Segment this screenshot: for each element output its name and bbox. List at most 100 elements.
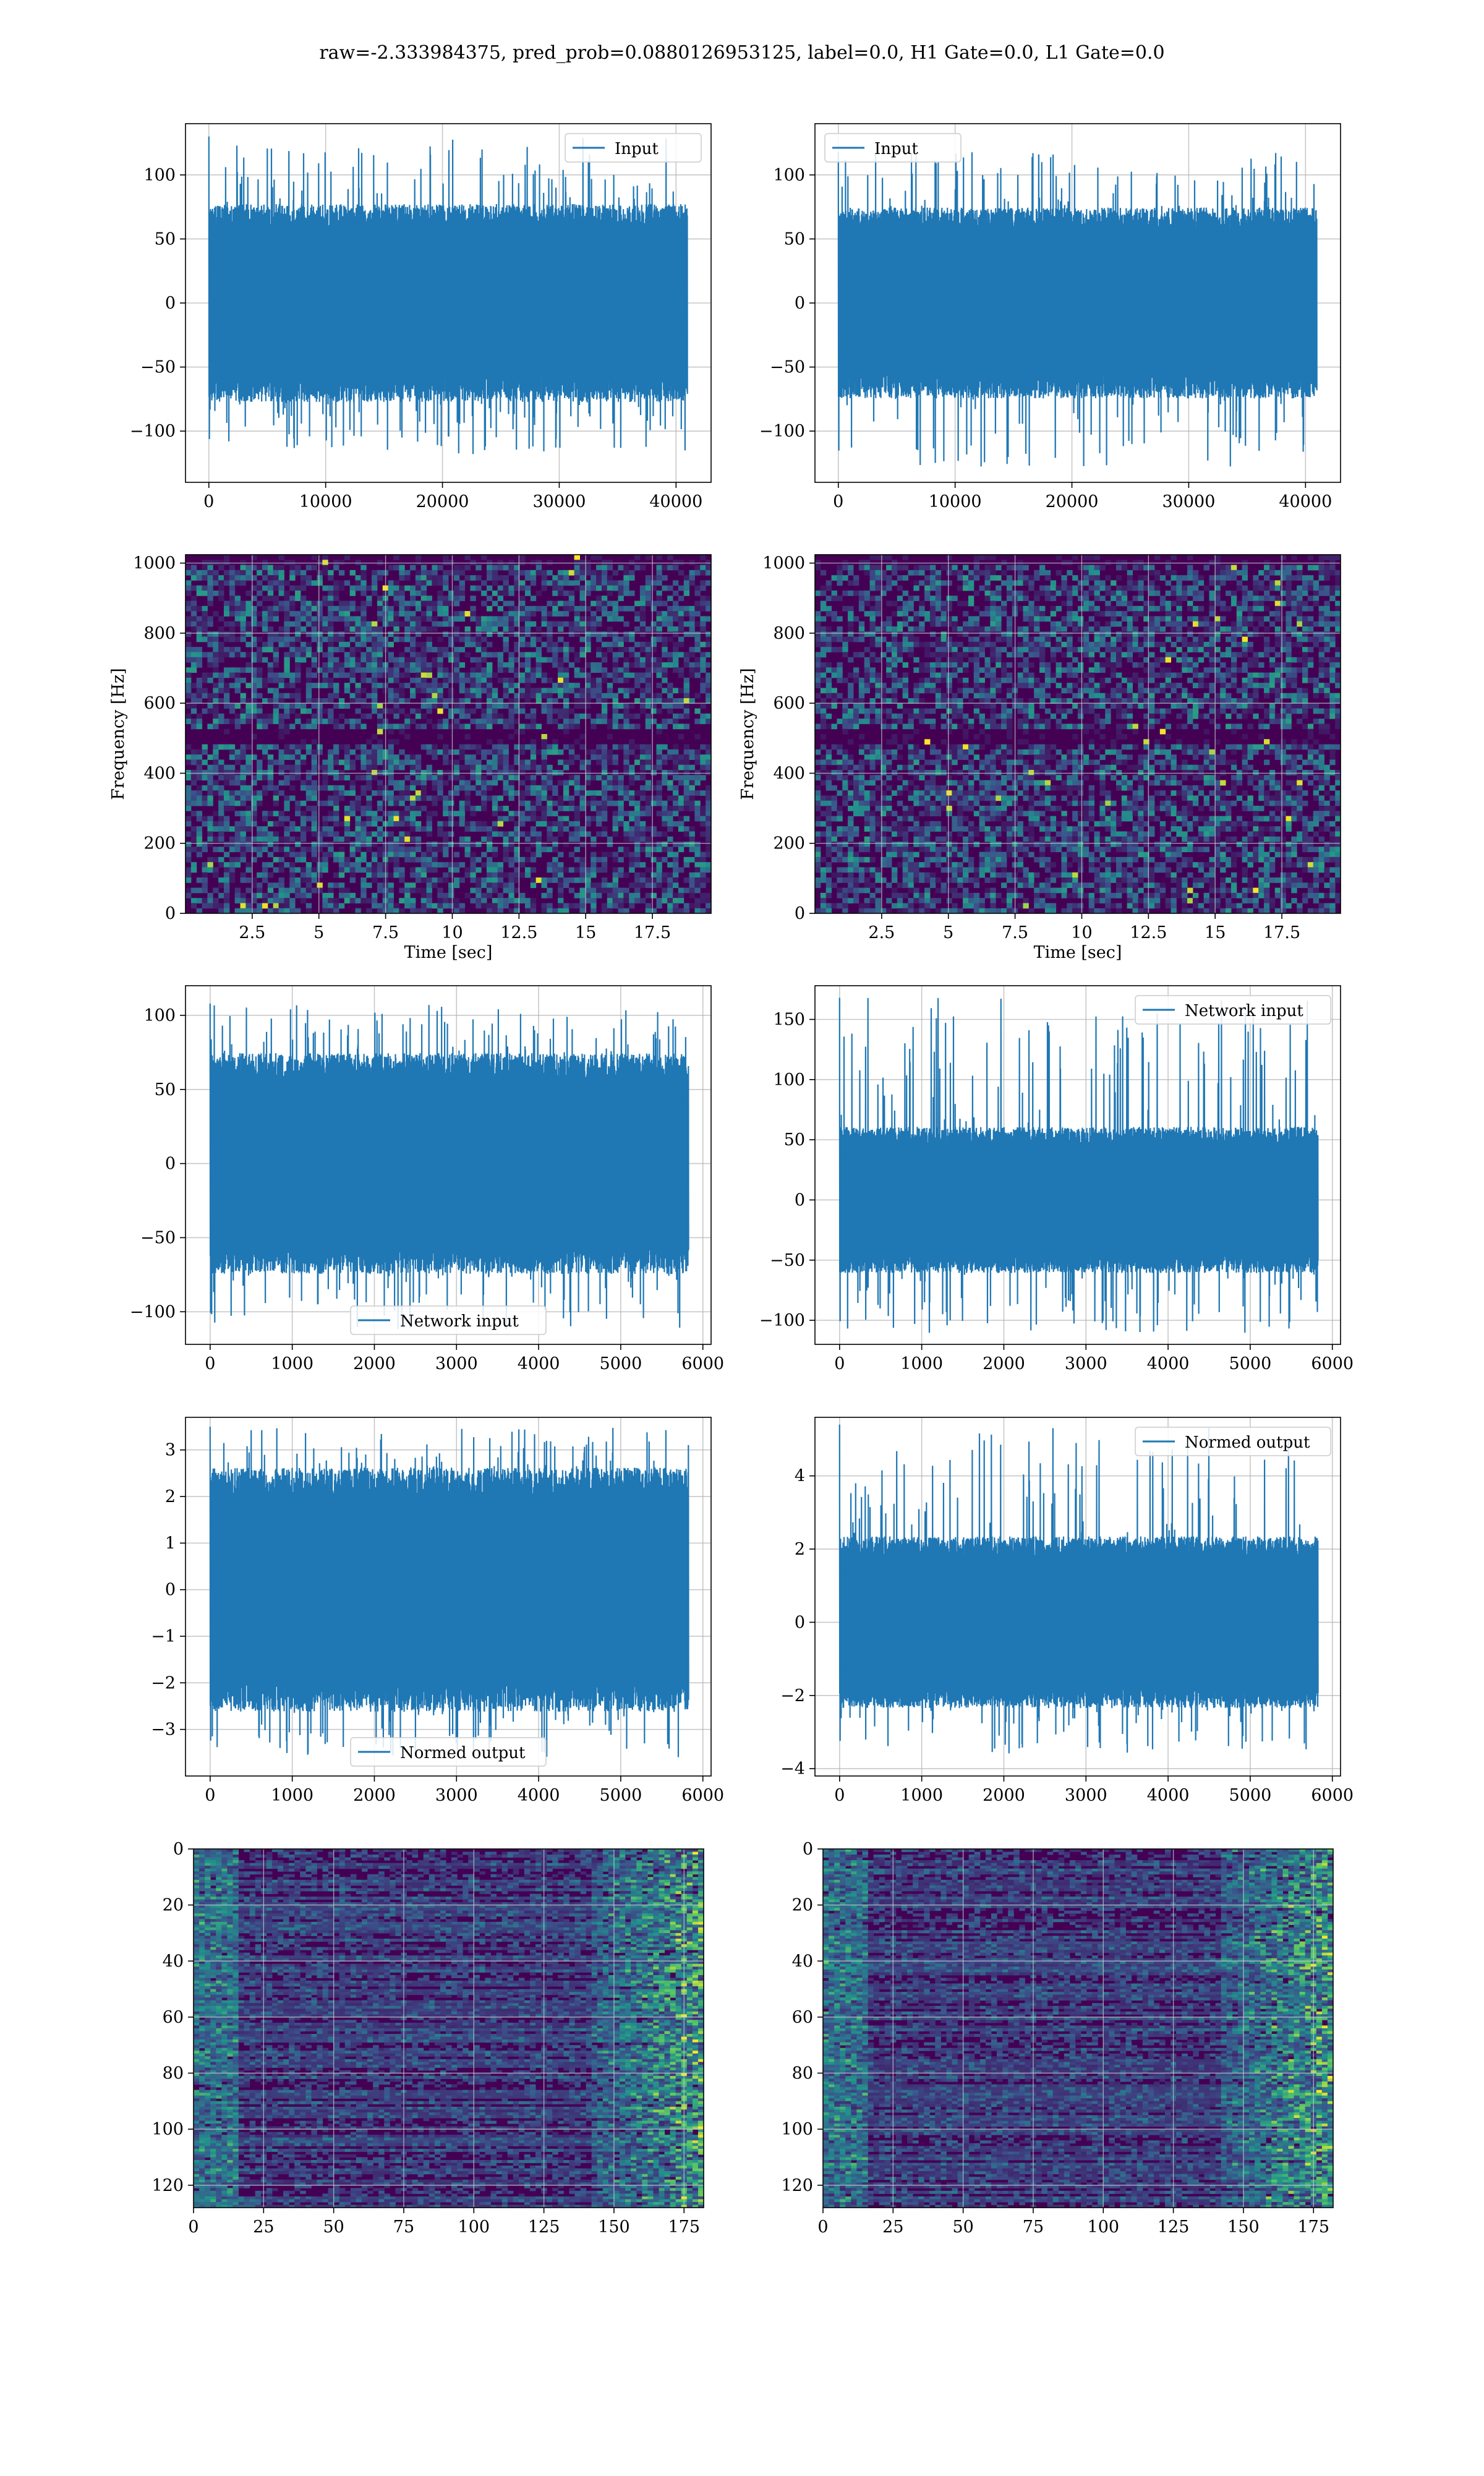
heatmap-cell: [355, 801, 360, 806]
heatmap-cell: [448, 842, 454, 847]
heatmap-cell: [864, 801, 870, 806]
heatmap-cell: [864, 749, 870, 755]
heatmap-cell: [853, 831, 859, 837]
heatmap-cell: [602, 714, 607, 719]
heatmap-cell: [322, 908, 328, 914]
heatmap-cell: [393, 678, 399, 683]
heatmap-cell: [273, 678, 279, 683]
heatmap-cell: [481, 821, 487, 827]
heatmap-cell: [481, 601, 487, 607]
heatmap-cell: [706, 785, 711, 791]
heatmap-cell: [399, 693, 404, 699]
heatmap-cell: [832, 882, 837, 888]
heatmap-cell: [591, 795, 596, 801]
heatmap-cell: [531, 754, 536, 760]
heatmap-cell: [416, 867, 421, 873]
heatmap-cell: [229, 580, 235, 586]
heatmap-cell: [908, 754, 914, 760]
heatmap-cell: [241, 719, 246, 724]
heatmap-cell: [388, 857, 394, 863]
heatmap-cell: [815, 662, 821, 668]
heatmap-cell: [673, 821, 678, 827]
heatmap-cell: [443, 749, 448, 755]
heatmap-cell: [459, 842, 465, 847]
heatmap-cell: [295, 586, 301, 591]
heatmap-cell: [268, 714, 273, 719]
heatmap-cell: [552, 873, 558, 878]
heatmap-cell: [218, 714, 224, 719]
heatmap-cell: [848, 591, 853, 596]
heatmap-cell: [646, 683, 651, 688]
heatmap-cell: [508, 719, 514, 724]
heatmap-cell: [448, 816, 454, 822]
heatmap-cell: [651, 606, 657, 612]
heatmap-cell: [454, 637, 459, 642]
heatmap-cell: [853, 882, 859, 888]
heatmap-cell: [207, 621, 213, 627]
heatmap-cell: [448, 657, 454, 663]
heatmap-cell: [908, 714, 914, 719]
heatmap-cell: [465, 785, 471, 791]
heatmap-cell: [903, 903, 908, 908]
heatmap-cell: [366, 842, 372, 847]
heatmap-cell: [706, 852, 711, 858]
heatmap-cell: [886, 621, 892, 627]
heatmap-cell: [503, 765, 509, 771]
heatmap-cell: [235, 570, 241, 576]
heatmap-cell: [245, 662, 251, 668]
heatmap-cell: [558, 678, 563, 683]
heatmap-cell: [508, 688, 514, 693]
heatmap-cell: [306, 770, 312, 775]
heatmap-cell: [191, 867, 197, 873]
heatmap-cell: [859, 867, 864, 873]
heatmap-cell: [503, 611, 509, 617]
heatmap-cell: [186, 642, 191, 647]
series-core: [838, 248, 1317, 359]
heatmap-cell: [197, 790, 202, 796]
heatmap-cell: [273, 811, 279, 816]
heatmap-cell: [694, 806, 700, 811]
heatmap-cell: [646, 642, 651, 647]
heatmap-cell: [262, 770, 268, 775]
heatmap-cell: [629, 826, 634, 832]
heatmap-cell: [547, 770, 552, 775]
heatmap-cell: [602, 560, 607, 565]
heatmap-cell: [525, 745, 531, 750]
heatmap-cell: [694, 642, 700, 647]
heatmap-cell: [306, 862, 312, 868]
heatmap-cell: [279, 837, 284, 842]
heatmap-cell: [694, 908, 700, 914]
heatmap-cell: [591, 801, 596, 806]
heatmap-cell: [328, 647, 333, 652]
x-tick-label: 10: [441, 923, 463, 942]
heatmap-cell: [399, 596, 404, 601]
heatmap-cell: [667, 903, 673, 908]
heatmap-cell: [618, 637, 623, 642]
heatmap-cell: [640, 754, 646, 760]
heatmap-cell: [667, 898, 673, 903]
heatmap-cell: [432, 580, 437, 586]
heatmap-cell: [694, 586, 700, 591]
heatmap-cell: [853, 888, 859, 894]
heatmap-cell: [864, 795, 870, 801]
heatmap-cell: [481, 877, 487, 883]
heatmap-cell: [279, 882, 284, 888]
heatmap-cell: [684, 775, 689, 780]
heatmap-cell: [317, 575, 323, 581]
heatmap-cell: [218, 908, 224, 914]
heatmap-cell: [279, 903, 284, 908]
heatmap-cell: [563, 821, 569, 827]
heatmap-cell: [651, 667, 657, 673]
heatmap-cell: [563, 714, 569, 719]
heatmap-cell: [268, 580, 273, 586]
heatmap-cell: [656, 570, 662, 576]
heatmap-cell: [295, 611, 301, 617]
heatmap-cell: [312, 662, 317, 668]
heatmap-cell: [245, 811, 251, 816]
heatmap-cell: [837, 893, 842, 899]
heatmap-cell: [875, 821, 881, 827]
heatmap-cell: [393, 724, 399, 729]
heatmap-cell: [235, 647, 241, 652]
heatmap-cell: [443, 862, 448, 868]
heatmap-cell: [602, 806, 607, 811]
